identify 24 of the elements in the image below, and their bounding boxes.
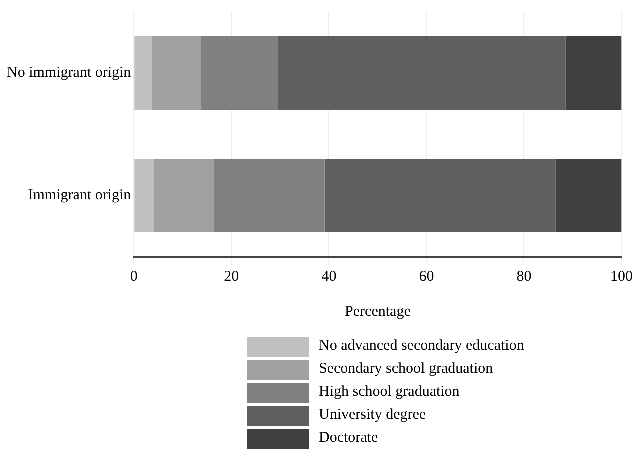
legend-label: Doctorate [319, 430, 378, 447]
legend-label: High school graduation [319, 384, 460, 401]
bar [566, 36, 622, 110]
bar [201, 36, 278, 110]
x-tick-label: 80 [516, 268, 532, 285]
x-tick-label: 0 [130, 268, 138, 285]
legend-label: No advanced secondary education [319, 338, 524, 355]
x-tick-label: 40 [322, 268, 337, 285]
bar [134, 159, 154, 232]
y-tick-label: No immigrant origin [6, 65, 132, 82]
bar [154, 159, 214, 232]
bar [324, 159, 556, 232]
x-axis-title: Percentage [345, 304, 412, 320]
bar [134, 36, 152, 110]
legend-label: Secondary school graduation [319, 361, 494, 378]
x-tick-label: 100 [610, 268, 633, 285]
y-tick-label: Immigrant origin [28, 188, 132, 204]
legend-label: University degree [319, 407, 426, 424]
x-tick-label: 60 [419, 268, 434, 285]
bar [214, 159, 325, 232]
bar [152, 36, 202, 110]
bar [556, 159, 622, 232]
x-tick-label: 20 [224, 268, 240, 285]
bar [278, 36, 566, 110]
